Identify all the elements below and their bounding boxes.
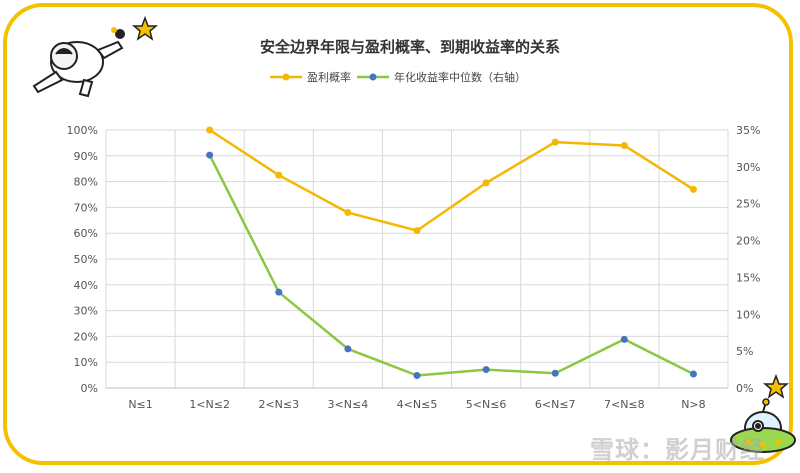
data-point <box>275 288 283 296</box>
y-left-tick-label: 0% <box>81 382 98 395</box>
series-line-1 <box>208 154 694 377</box>
data-point <box>275 171 283 179</box>
x-tick-label: 5<N≤6 <box>466 398 507 411</box>
x-tick-label: N≤1 <box>128 398 152 411</box>
y-left-tick-label: 80% <box>74 176 98 189</box>
y-left-tick-label: 10% <box>74 356 98 369</box>
y-right-tick-label: 10% <box>736 308 760 321</box>
legend-label: 盈利概率 <box>307 70 351 84</box>
data-point <box>206 151 214 159</box>
legend: 盈利概率 年化收益率中位数（右轴） <box>270 70 526 84</box>
series <box>206 126 697 379</box>
y-right-tick-label: 35% <box>736 124 760 137</box>
data-point <box>413 371 421 379</box>
data-point <box>689 370 697 378</box>
data-point <box>620 141 628 149</box>
star-icon <box>132 16 158 41</box>
y-left-tick-label: 40% <box>74 279 98 292</box>
y-left-tick-label: 90% <box>74 150 98 163</box>
y-right-tick-label: 30% <box>736 161 760 174</box>
y-left-tick-label: 30% <box>74 305 98 318</box>
legend-label: 年化收益率中位数（右轴） <box>394 70 526 84</box>
x-tick-label: 2<N≤3 <box>258 398 299 411</box>
y-left-tick-label: 20% <box>74 330 98 343</box>
data-point <box>206 126 214 134</box>
y-left-tick-label: 100% <box>67 124 98 137</box>
x-tick-label: 6<N≤7 <box>535 398 576 411</box>
legend-marker <box>282 73 290 81</box>
watermark: 雪球：影月财经 <box>590 436 765 464</box>
y-right-tick-label: 25% <box>736 198 760 211</box>
chart-title: 安全边界年限与盈利概率、到期收益率的关系 <box>260 38 560 56</box>
data-point <box>620 335 628 343</box>
astronaut-icon <box>32 27 125 98</box>
data-point <box>551 369 559 377</box>
y-left-tick-label: 50% <box>74 253 98 266</box>
y-left-tick-label: 70% <box>74 201 98 214</box>
y-right-tick-label: 5% <box>736 345 753 358</box>
x-tick-label: 1<N≤2 <box>189 398 230 411</box>
series-line-0 <box>209 128 695 232</box>
star-icon <box>763 374 789 399</box>
x-tick-label: N>8 <box>681 398 705 411</box>
legend-marker <box>369 73 377 81</box>
y-left-tick-label: 60% <box>74 227 98 240</box>
legend-item: 盈利概率 <box>270 70 351 84</box>
y-right-tick-label: 0% <box>736 382 753 395</box>
y-right-tick-label: 20% <box>736 235 760 248</box>
data-point <box>482 179 490 187</box>
y-right-tick-label: 15% <box>736 271 760 284</box>
legend-item: 年化收益率中位数（右轴） <box>357 70 526 84</box>
data-point <box>551 138 559 146</box>
data-point <box>344 345 352 353</box>
gridlines <box>105 129 729 389</box>
x-tick-label: 7<N≤8 <box>604 398 645 411</box>
data-point <box>689 185 697 193</box>
x-tick-label: 3<N≤4 <box>328 398 369 411</box>
ufo-icon <box>730 398 796 453</box>
axes: 0% 10% 20% 30% 40% 50% 60% 70% 80% 90% 100% 0% 5% 10%… <box>67 124 761 411</box>
data-point <box>344 209 352 217</box>
data-point <box>413 227 421 235</box>
x-tick-label: 4<N≤5 <box>397 398 438 411</box>
data-point <box>482 366 490 374</box>
